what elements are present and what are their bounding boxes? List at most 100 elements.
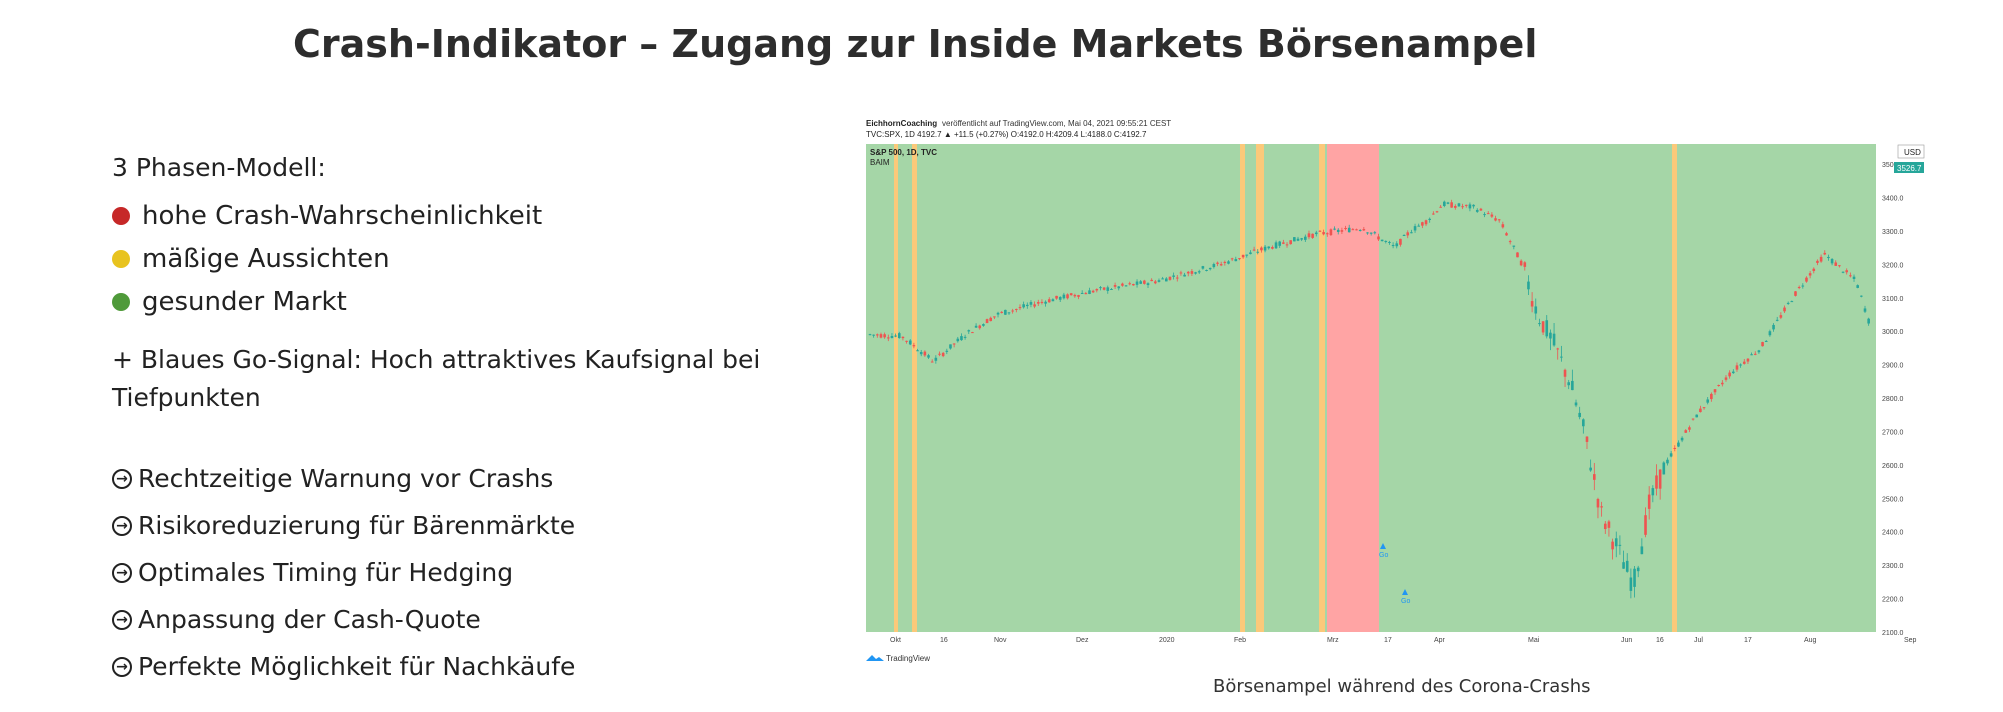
candle-body bbox=[927, 355, 930, 358]
candle-body bbox=[1834, 262, 1838, 266]
candle-body bbox=[1165, 278, 1168, 282]
phase-model-title: 3 Phasen-Modell: bbox=[112, 153, 326, 182]
x-tick-label: Jul bbox=[1694, 637, 1703, 644]
candle-body bbox=[1706, 399, 1710, 403]
candle-body bbox=[1216, 262, 1219, 264]
price-scale-bg[interactable] bbox=[1876, 144, 1924, 632]
x-tick-label: Feb bbox=[1234, 637, 1246, 644]
candle-body bbox=[1252, 249, 1256, 251]
candle-body bbox=[1282, 242, 1285, 244]
benefit-label: Rechtzeitige Warnung vor Crashs bbox=[138, 464, 554, 493]
last-price-label: 3526.7 bbox=[1897, 164, 1922, 173]
x-tick-label: Mai bbox=[1528, 637, 1540, 644]
candle-body bbox=[1790, 301, 1794, 303]
candle-body bbox=[1029, 302, 1033, 305]
candle-body bbox=[1578, 412, 1581, 418]
candle-body bbox=[1179, 272, 1183, 274]
candle-body bbox=[1358, 229, 1362, 231]
candle-body bbox=[1007, 312, 1011, 314]
candle-body bbox=[1600, 506, 1603, 508]
benefit-label: Risikoreduzierung für Bärenmärkte bbox=[138, 511, 576, 540]
candle-body bbox=[1201, 266, 1205, 269]
x-tick-label: 17 bbox=[1744, 637, 1752, 644]
candle-body bbox=[1314, 232, 1318, 235]
chart-container: EichhornCoaching veröffentlicht auf Trad… bbox=[864, 116, 1944, 672]
candle-body bbox=[1351, 229, 1355, 231]
candle-body bbox=[1018, 307, 1022, 309]
candle-body bbox=[1505, 233, 1508, 236]
phase-green: gesunder Markt bbox=[112, 280, 812, 323]
candle-body bbox=[1527, 281, 1530, 290]
candle-body bbox=[1739, 364, 1742, 366]
time-scale-bg[interactable] bbox=[866, 632, 1876, 646]
candle-body bbox=[1629, 577, 1633, 591]
phase-band-yellow bbox=[1256, 144, 1264, 632]
candle-body bbox=[1380, 239, 1384, 242]
candle-body bbox=[1750, 354, 1753, 356]
candle-body bbox=[1186, 271, 1190, 274]
candle-body bbox=[1538, 323, 1541, 325]
candle-body bbox=[1080, 292, 1084, 294]
candle-body bbox=[894, 335, 897, 337]
y-tick-label: 3200.0 bbox=[1882, 262, 1904, 269]
candle-body bbox=[1655, 475, 1658, 489]
x-tick-label: Okt bbox=[890, 637, 901, 644]
candle-body bbox=[1278, 241, 1282, 246]
candle-body bbox=[1146, 283, 1150, 286]
benefit-item: → Optimales Timing für Hedging bbox=[112, 549, 812, 596]
currency-box[interactable] bbox=[1897, 144, 1925, 159]
candle-body bbox=[1775, 319, 1779, 321]
candle-body bbox=[1263, 246, 1267, 251]
candle-body bbox=[1168, 276, 1172, 280]
candle-body bbox=[1786, 302, 1790, 304]
candle-body bbox=[1208, 267, 1212, 270]
candle-body bbox=[1073, 294, 1077, 297]
candle-body bbox=[1058, 296, 1062, 300]
candle-body bbox=[1051, 299, 1055, 302]
candle-body bbox=[1819, 256, 1823, 262]
candle-body bbox=[897, 333, 901, 339]
candle-body bbox=[868, 334, 872, 336]
x-tick-label: Apr bbox=[1434, 637, 1446, 644]
candle-body bbox=[1128, 283, 1132, 285]
candle-body bbox=[1274, 242, 1278, 249]
candle-body bbox=[952, 343, 956, 345]
candle-body bbox=[1025, 304, 1029, 307]
candle-body bbox=[985, 319, 989, 324]
candle-body bbox=[1450, 202, 1453, 208]
candle-body bbox=[1713, 389, 1717, 393]
candle-body bbox=[1322, 232, 1325, 235]
candle-body bbox=[1040, 301, 1044, 303]
y-tick-label: 3000.0 bbox=[1882, 329, 1904, 336]
candle-body bbox=[1413, 226, 1417, 231]
candle-body bbox=[1197, 271, 1201, 273]
candle-body bbox=[1304, 236, 1307, 240]
candle-body bbox=[876, 334, 879, 336]
phase-band-yellow bbox=[1319, 144, 1325, 632]
candle-body bbox=[1563, 369, 1567, 377]
phase-green-label: gesunder Markt bbox=[142, 286, 347, 317]
x-tick-label: Aug bbox=[1804, 637, 1817, 644]
candle-body bbox=[1794, 291, 1797, 296]
candle-body bbox=[1856, 285, 1859, 288]
candle-body bbox=[1344, 227, 1347, 229]
candle-body bbox=[1742, 361, 1746, 364]
candle-body bbox=[1684, 430, 1688, 433]
candle-body bbox=[1519, 260, 1523, 266]
candle-body bbox=[1607, 521, 1611, 528]
y-tick-label: 3100.0 bbox=[1882, 296, 1904, 303]
candle-body bbox=[1614, 538, 1618, 547]
candle-body bbox=[1234, 259, 1238, 262]
tradingview-logo-icon[interactable] bbox=[866, 655, 884, 661]
candle-body bbox=[1841, 271, 1845, 273]
candle-body bbox=[1369, 232, 1373, 234]
candle-body bbox=[1044, 301, 1047, 304]
candle-body bbox=[1849, 275, 1852, 277]
candle-body bbox=[1015, 308, 1018, 310]
chart-currency[interactable]: USD bbox=[1904, 148, 1921, 157]
candle-body bbox=[1797, 287, 1801, 289]
benefit-item: → Perfekte Möglichkeit für Nachkäufe bbox=[112, 643, 812, 690]
tradingview-logo-text[interactable]: TradingView bbox=[886, 654, 930, 663]
y-tick-label: 3400.0 bbox=[1882, 195, 1904, 202]
candle-body bbox=[1084, 293, 1088, 295]
